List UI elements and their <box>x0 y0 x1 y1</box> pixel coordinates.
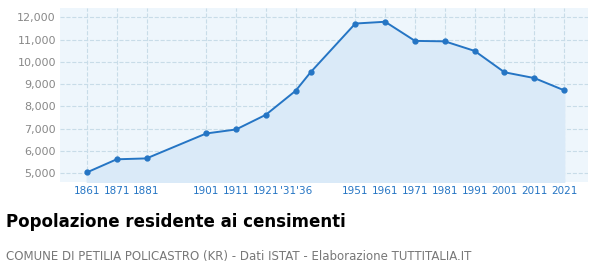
Text: COMUNE DI PETILIA POLICASTRO (KR) - Dati ISTAT - Elaborazione TUTTITALIA.IT: COMUNE DI PETILIA POLICASTRO (KR) - Dati… <box>6 250 472 263</box>
Text: Popolazione residente ai censimenti: Popolazione residente ai censimenti <box>6 213 346 231</box>
